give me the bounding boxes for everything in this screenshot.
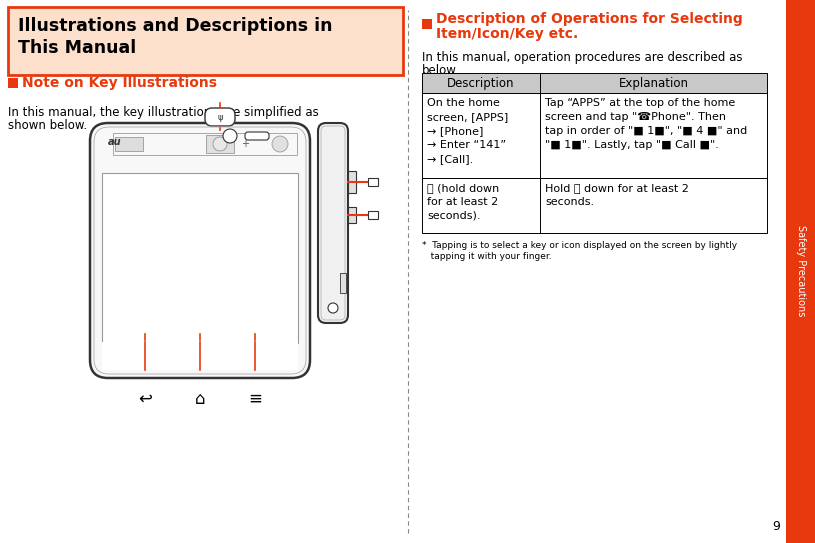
Bar — [102, 173, 298, 343]
Bar — [786, 0, 815, 543]
Circle shape — [272, 136, 288, 152]
Text: Illustrations and Descriptions in: Illustrations and Descriptions in — [18, 17, 333, 35]
Text: *  Tapping is to select a key or icon displayed on the screen by lightly: * Tapping is to select a key or icon dis… — [422, 241, 737, 250]
Text: ⓦ (hold down
for at least 2
seconds).: ⓦ (hold down for at least 2 seconds). — [427, 183, 500, 221]
Text: ψ: ψ — [218, 112, 222, 122]
Text: Tap “APPS” at the top of the home
screen and tap "☎Phone". Then
tap in order of : Tap “APPS” at the top of the home screen… — [545, 98, 747, 150]
Text: Hold ⓦ down for at least 2
seconds.: Hold ⓦ down for at least 2 seconds. — [545, 183, 689, 207]
Text: au: au — [108, 137, 121, 147]
Text: ≡: ≡ — [248, 390, 262, 408]
FancyBboxPatch shape — [205, 108, 235, 126]
Text: shown below.: shown below. — [8, 119, 87, 132]
Text: ↩: ↩ — [138, 390, 152, 408]
Text: Description of Operations for Selecting: Description of Operations for Selecting — [436, 12, 742, 26]
Bar — [206, 135, 234, 153]
Text: Note on Key Illustrations: Note on Key Illustrations — [22, 76, 217, 90]
Text: In this manual, operation procedures are described as: In this manual, operation procedures are… — [422, 51, 742, 64]
Circle shape — [328, 303, 338, 313]
Circle shape — [213, 137, 227, 151]
FancyBboxPatch shape — [110, 130, 300, 158]
Text: Item/Icon/Key etc.: Item/Icon/Key etc. — [436, 27, 579, 41]
Bar — [368, 178, 378, 186]
Bar — [8, 78, 18, 88]
Text: In this manual, the key illustrations are simplified as: In this manual, the key illustrations ar… — [8, 106, 319, 119]
Bar — [422, 93, 767, 178]
Text: Description: Description — [447, 77, 515, 90]
Bar — [422, 73, 767, 93]
Bar — [348, 171, 356, 193]
FancyBboxPatch shape — [245, 132, 269, 140]
Bar — [102, 342, 298, 370]
Bar — [422, 178, 767, 233]
Text: +: + — [241, 139, 249, 149]
Bar — [113, 133, 297, 155]
Bar — [340, 273, 346, 293]
Text: This Manual: This Manual — [18, 39, 136, 57]
Text: On the home
screen, [APPS]
→ [Phone]
→ Enter “141”
→ [Call].: On the home screen, [APPS] → [Phone] → E… — [427, 98, 509, 164]
Text: tapping it with your finger.: tapping it with your finger. — [422, 252, 552, 261]
Bar — [8, 7, 403, 75]
Text: below.: below. — [422, 64, 460, 77]
Text: Safety Precautions: Safety Precautions — [795, 225, 805, 317]
Circle shape — [223, 129, 237, 143]
FancyBboxPatch shape — [318, 123, 348, 323]
FancyBboxPatch shape — [90, 123, 310, 378]
Bar — [115, 137, 143, 151]
Text: Explanation: Explanation — [619, 77, 689, 90]
Text: 9: 9 — [772, 520, 780, 533]
Bar — [368, 211, 378, 219]
Text: ⌂: ⌂ — [195, 390, 205, 408]
Bar — [422, 19, 432, 29]
Bar — [348, 207, 356, 223]
